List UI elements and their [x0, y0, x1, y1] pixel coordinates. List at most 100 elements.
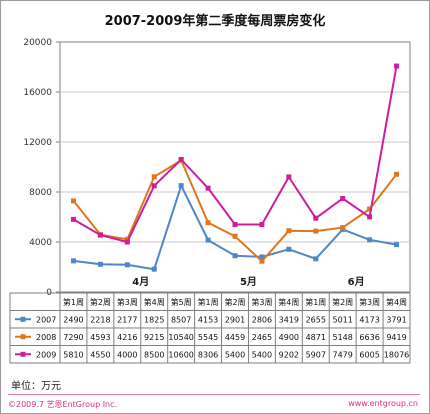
table-cell-value: 1825 — [144, 315, 164, 324]
data-point-2008 — [259, 258, 265, 264]
data-point-2008 — [232, 233, 238, 239]
data-point-2009 — [340, 196, 346, 202]
month-label: 4月 — [132, 276, 149, 288]
table-cell-value: 4593 — [90, 333, 110, 342]
x-tick-label: 第3周 — [359, 297, 380, 307]
y-tick-label: 4000 — [29, 238, 52, 248]
table-cell-value: 4173 — [359, 315, 379, 324]
legend-marker-2008 — [20, 334, 26, 340]
series-layer — [70, 63, 400, 272]
unit-note: 单位：万元 — [11, 381, 61, 392]
chart-title: 2007-2009年第二季度每周票房变化 — [104, 14, 326, 29]
data-point-2009 — [151, 183, 157, 189]
table-cell-value: 4871 — [306, 333, 326, 342]
footer-divider — [8, 394, 420, 395]
data-table: 第1周 第2周 第3周 第4周 第5周 第1周 第2周 第3周 第4周 第1周 第2周 第3周 第4周2… — [9, 292, 411, 364]
grid-layer — [59, 41, 411, 293]
data-point-2007 — [97, 261, 103, 267]
table-cell-value: 6005 — [359, 350, 379, 359]
data-point-2009 — [205, 185, 211, 191]
data-point-2007 — [259, 254, 265, 260]
data-point-2009 — [259, 222, 265, 227]
data-point-2007 — [70, 258, 76, 264]
data-point-2009 — [367, 214, 373, 220]
data-point-2007 — [232, 253, 238, 259]
data-point-2008 — [367, 206, 373, 212]
table-cell-value: 5400 — [225, 350, 245, 359]
x-tick-label: 第4周 — [144, 297, 165, 307]
table-cell-value: 10600 — [168, 350, 193, 359]
y-tick-label: 16000 — [23, 88, 52, 98]
data-point-2009 — [124, 239, 130, 245]
table-cell-value: 3419 — [279, 315, 299, 324]
legend-label: 2009 — [36, 350, 56, 359]
data-point-2008 — [313, 228, 319, 234]
y-tick-label: 12000 — [23, 138, 52, 148]
month-label: 6月 — [348, 276, 365, 288]
x-tick-label: 第4周 — [278, 297, 299, 307]
table-cell-value: 5011 — [333, 315, 353, 324]
data-point-2008 — [205, 220, 211, 226]
data-point-2007 — [286, 246, 292, 252]
copyright-text: ©2009.7 艺恩EntGroup Inc. — [8, 400, 118, 409]
table-cell-value: 7290 — [63, 333, 83, 342]
table-cell-value: 5400 — [252, 350, 272, 359]
month-label: 5月 — [240, 276, 257, 288]
table-cell-value: 4000 — [117, 350, 137, 359]
data-point-2007 — [124, 262, 130, 268]
table-cell-value: 8306 — [198, 350, 218, 359]
x-tick-label: 第3周 — [251, 297, 272, 307]
data-point-2009 — [313, 215, 319, 221]
legend-marker-2007 — [20, 316, 26, 322]
table-cell-value: 2901 — [225, 315, 245, 324]
table-cell-value: 5545 — [198, 333, 218, 342]
table-cell-value: 2218 — [90, 315, 110, 324]
data-point-2007 — [313, 256, 319, 262]
table-cell-value: 9202 — [279, 350, 299, 359]
table-cell-value: 6636 — [359, 333, 379, 342]
x-tick-label: 第4周 — [386, 297, 407, 307]
website-link[interactable]: www.entgroup.cn — [348, 399, 418, 408]
data-point-2008 — [70, 198, 76, 204]
table-cell-value: 10540 — [168, 333, 193, 342]
data-point-2007 — [367, 237, 373, 243]
month-labels: 4月 5月 6月 — [132, 276, 364, 288]
table-cell-value: 4153 — [198, 315, 218, 324]
plot-area — [59, 41, 411, 293]
data-point-2008 — [151, 174, 157, 180]
data-point-2009 — [394, 63, 400, 69]
table-cell-value: 2490 — [63, 315, 83, 324]
data-point-2008 — [340, 225, 346, 231]
x-tick-label: 第2周 — [224, 297, 245, 307]
series-line-2008 — [72, 158, 398, 263]
x-tick-label: 第2周 — [332, 297, 353, 307]
table-cell-value: 9419 — [386, 333, 406, 342]
table-cell-value: 4900 — [279, 333, 299, 342]
table-cell-value: 4216 — [117, 333, 137, 342]
table-cell-value: 9215 — [144, 333, 164, 342]
data-point-2008 — [124, 236, 130, 242]
data-point-2008 — [286, 228, 292, 234]
data-point-2007 — [151, 266, 157, 272]
y-tick-label: 20000 — [23, 38, 52, 48]
data-point-2007 — [178, 183, 184, 189]
y-tick-label: 8000 — [29, 188, 52, 198]
x-tick-label: 第3周 — [117, 297, 138, 307]
legend-label: 2007 — [36, 315, 56, 324]
x-tick-label: 第1周 — [305, 297, 326, 307]
table-cell-value: 5148 — [333, 333, 353, 342]
table-cell-value: 2655 — [306, 315, 326, 324]
data-point-2009 — [232, 222, 238, 227]
table-cell-value: 2806 — [252, 315, 272, 324]
x-tick-label: 第1周 — [198, 297, 219, 307]
table-cell-value: 5810 — [63, 350, 83, 359]
table-cell-value: 7479 — [333, 350, 353, 359]
data-point-2009 — [178, 157, 184, 162]
table-cell-value: 8500 — [144, 350, 164, 359]
table-cell-value: 4550 — [90, 350, 110, 359]
data-point-2009 — [70, 216, 76, 222]
table-cell-value: 3791 — [386, 315, 406, 324]
legend-marker-2009 — [20, 351, 26, 357]
data-point-2009 — [97, 232, 103, 238]
